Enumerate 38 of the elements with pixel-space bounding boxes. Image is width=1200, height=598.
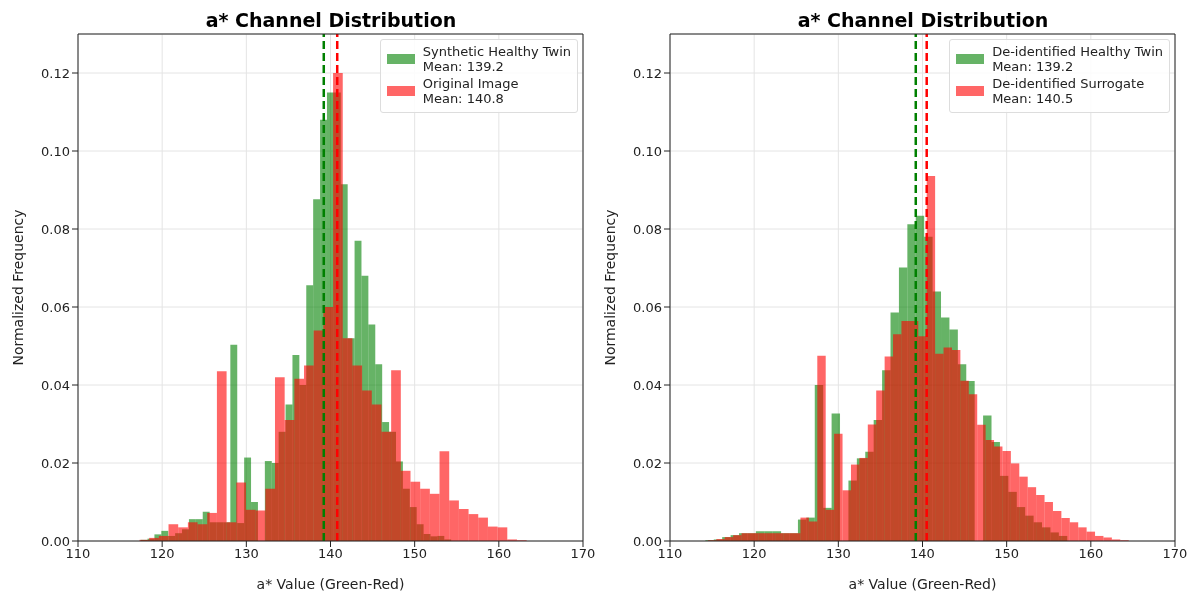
- legend-label: Original Image Mean: 140.8: [422, 76, 519, 106]
- y-tick-label: 0.06: [41, 299, 70, 315]
- y-tick-label: 0.00: [633, 533, 662, 549]
- y-axis-title: Normalized Frequency: [601, 209, 618, 366]
- x-axis-title: a* Value (Green-Red): [256, 576, 405, 592]
- legend-label: De-identified Surrogate Mean: 140.5: [992, 76, 1145, 106]
- y-tick-label: 0.10: [41, 143, 70, 159]
- x-tick-label: 120: [741, 546, 767, 562]
- x-tick-label: 130: [233, 546, 259, 562]
- y-tick-label: 0.02: [633, 455, 662, 471]
- x-tick-label: 140: [910, 546, 935, 562]
- y-tick-label: 0.10: [633, 143, 662, 159]
- x-tick-label: 110: [65, 546, 91, 562]
- x-tick-label: 170: [570, 546, 596, 562]
- x-tick-label: 160: [1078, 546, 1104, 562]
- legend-label: De-identified Healthy Twin Mean: 139.2: [992, 44, 1163, 74]
- y-tick-label: 0.08: [41, 221, 70, 237]
- y-tick-label: 0.08: [633, 221, 662, 237]
- chart-title: a* Channel Distribution: [796, 8, 1050, 33]
- legend-label: Synthetic Healthy Twin Mean: 139.2: [422, 44, 571, 74]
- y-tick-label: 0.06: [633, 299, 662, 315]
- x-tick-label: 150: [402, 546, 428, 562]
- x-tick-label: 150: [994, 546, 1020, 562]
- y-tick-label: 0.00: [41, 533, 70, 549]
- chart-title: a* Channel Distribution: [204, 8, 458, 33]
- y-tick-label: 0.12: [633, 65, 662, 81]
- x-tick-label: 140: [318, 546, 343, 562]
- y-tick-label: 0.04: [633, 377, 662, 393]
- x-axis-title: a* Value (Green-Red): [848, 576, 997, 592]
- y-tick-label: 0.02: [41, 455, 70, 471]
- y-tick-label: 0.04: [41, 377, 70, 393]
- x-tick-label: 170: [1162, 546, 1188, 562]
- x-tick-label: 110: [657, 546, 683, 562]
- y-axis-title: Normalized Frequency: [9, 209, 26, 366]
- x-tick-label: 130: [825, 546, 851, 562]
- y-tick-label: 0.12: [41, 65, 70, 81]
- x-tick-label: 120: [149, 546, 175, 562]
- x-tick-label: 160: [486, 546, 512, 562]
